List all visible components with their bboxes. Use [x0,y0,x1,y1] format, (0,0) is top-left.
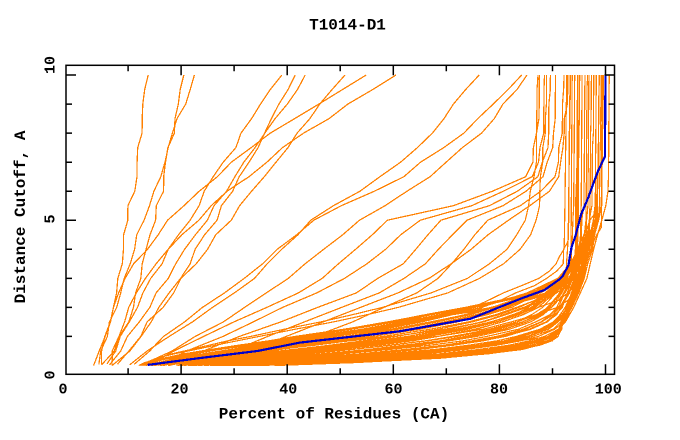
svg-text:Percent of Residues (CA): Percent of Residues (CA) [219,406,449,424]
svg-text:20: 20 [170,382,188,399]
svg-text:Distance Cutoff, A: Distance Cutoff, A [12,130,30,303]
svg-text:60: 60 [384,382,402,399]
svg-text:10: 10 [43,56,60,74]
svg-text:100: 100 [595,382,622,399]
svg-text:0: 0 [58,382,67,399]
svg-text:40: 40 [279,382,297,399]
svg-text:80: 80 [490,382,508,399]
svg-text:0: 0 [43,370,60,379]
svg-text:5: 5 [43,214,60,223]
svg-text:T1014-D1: T1014-D1 [309,17,386,35]
